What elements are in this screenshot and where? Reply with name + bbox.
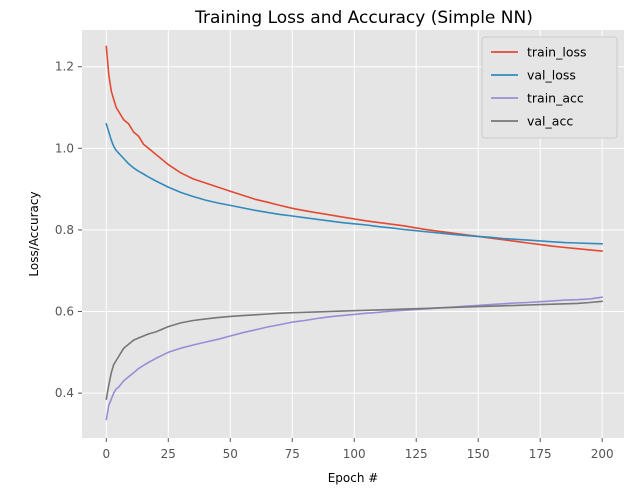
x-tick-label: 150 [467, 447, 490, 461]
x-axis-label: Epoch # [328, 471, 379, 485]
x-axis-ticks: 0 25 50 75 100 125 150 175 200 [102, 438, 614, 461]
legend-label-train-acc: train_acc [527, 91, 584, 106]
series-lines [105, 45, 604, 421]
y-tick-label: 0.8 [55, 223, 74, 237]
x-tick-label: 125 [405, 447, 428, 461]
x-tick-label: 50 [223, 447, 238, 461]
chart-title: Training Loss and Accuracy (Simple NN) [194, 8, 533, 28]
y-axis-ticks: 0.4 0.6 0.8 1.0 1.2 [55, 60, 82, 400]
legend-label-train-loss: train_loss [527, 45, 587, 60]
series-line-val-acc [105, 300, 604, 401]
y-tick-label: 0.6 [55, 305, 74, 319]
series-line-train-acc [105, 296, 604, 421]
x-tick-label: 25 [161, 447, 176, 461]
series-line-val-loss [105, 123, 604, 245]
y-tick-label: 0.4 [55, 386, 74, 400]
x-tick-label: 175 [529, 447, 552, 461]
legend-label-val-loss: val_loss [527, 68, 576, 83]
x-tick-label: 0 [102, 447, 110, 461]
legend-label-val-acc: val_acc [527, 114, 573, 129]
y-axis-label: Loss/Accuracy [27, 191, 41, 276]
y-tick-label: 1.2 [55, 60, 74, 74]
series-line-train-loss [105, 45, 604, 252]
x-tick-label: 100 [343, 447, 366, 461]
x-tick-label: 75 [285, 447, 300, 461]
legend-box [481, 36, 618, 139]
y-tick-label: 1.0 [55, 141, 74, 155]
legend: train_loss val_loss train_acc val_acc [481, 36, 618, 139]
x-tick-label: 200 [591, 447, 614, 461]
